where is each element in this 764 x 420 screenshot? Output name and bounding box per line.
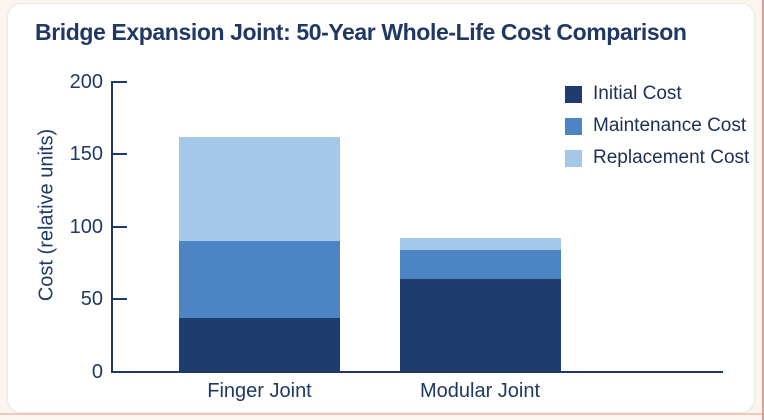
right-edge-artifact [762, 0, 764, 420]
y-tick-mark [111, 80, 127, 83]
legend-swatch [565, 117, 582, 135]
legend-label: Replacement Cost [593, 147, 750, 168]
x-tick-label: Finger Joint [207, 380, 312, 402]
y-tick-label: 50 [80, 288, 103, 310]
legend: Initial Cost Maintenance Cost Replacement … [565, 83, 749, 169]
bar-segment-initial-cost [399, 278, 561, 372]
y-tick-label: 200 [69, 70, 103, 93]
legend-item-maintenance-cost: Maintenance Cost [565, 115, 749, 137]
y-tick-mark [111, 153, 127, 155]
legend-swatch [565, 85, 582, 103]
bar-segment-initial-cost [179, 317, 340, 372]
y-tick-mark [111, 298, 127, 300]
bar-finger-joint [179, 136, 340, 372]
bar-segment-replacement-cost [179, 136, 340, 241]
legend-label: Initial Cost [593, 83, 682, 104]
bar-segment-maintenance-cost [179, 240, 340, 318]
bar-segment-replacement-cost [399, 238, 561, 250]
legend-item-replacement-cost: Replacement Cost [565, 147, 749, 169]
bar-segment-maintenance-cost [399, 249, 561, 279]
legend-item-initial-cost: Initial Cost [565, 83, 749, 105]
x-tick-label: Modular Joint [419, 380, 541, 402]
bar-modular-joint [399, 238, 561, 372]
bottom-edge-artifact [0, 413, 764, 415]
chart-title: Bridge Expansion Joint: 50-Year Whole-Li… [35, 19, 687, 45]
y-tick-label: 100 [69, 215, 103, 238]
legend-label: Maintenance Cost [593, 115, 747, 136]
y-tick-label: 0 [91, 360, 103, 383]
y-tick-label: 150 [69, 143, 103, 165]
x-axis-line [111, 371, 723, 373]
legend-swatch [565, 149, 582, 167]
y-tick-mark [111, 225, 127, 228]
chart-card [7, 3, 755, 413]
